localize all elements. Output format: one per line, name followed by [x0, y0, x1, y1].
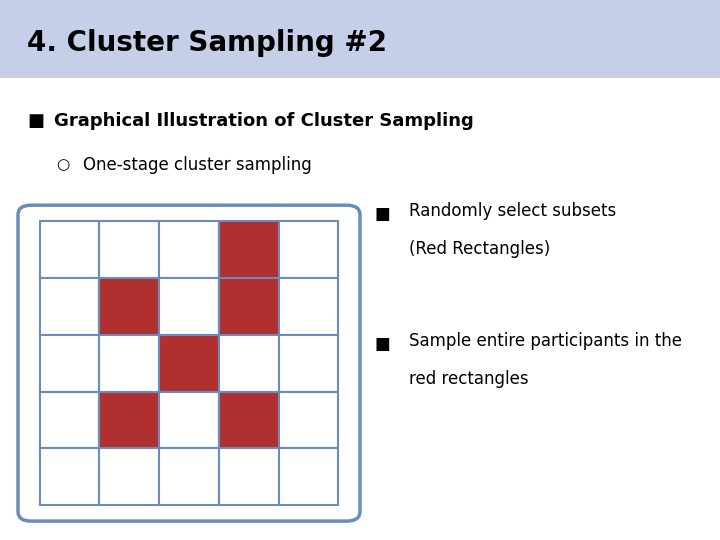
Text: Randomly select subsets: Randomly select subsets [409, 202, 616, 220]
Bar [159, 335, 219, 392]
Text: ■: ■ [27, 112, 45, 131]
Bar [219, 335, 279, 392]
Bar [219, 221, 279, 278]
Bar [219, 448, 279, 505]
Bar [279, 278, 338, 335]
Bar [279, 448, 338, 505]
Text: Graphical Illustration of Cluster Sampling: Graphical Illustration of Cluster Sampli… [54, 112, 474, 131]
Text: ■: ■ [374, 335, 390, 353]
Text: One-stage cluster sampling: One-stage cluster sampling [83, 156, 312, 174]
Text: ○: ○ [56, 157, 69, 172]
Bar [159, 221, 219, 278]
Bar [40, 335, 99, 392]
Bar [159, 392, 219, 448]
Bar [279, 392, 338, 448]
FancyBboxPatch shape [0, 0, 720, 78]
Bar [159, 448, 219, 505]
Bar [99, 278, 159, 335]
Bar [99, 335, 159, 392]
Text: ■: ■ [374, 205, 390, 223]
Bar [159, 278, 219, 335]
Bar [40, 448, 99, 505]
Bar [279, 221, 338, 278]
Text: 4. Cluster Sampling #2: 4. Cluster Sampling #2 [27, 29, 387, 57]
Bar [99, 392, 159, 448]
Bar [99, 221, 159, 278]
Bar [40, 221, 99, 278]
Bar [40, 392, 99, 448]
Text: (Red Rectangles): (Red Rectangles) [409, 240, 550, 258]
Text: red rectangles: red rectangles [409, 370, 528, 388]
Text: Sample entire participants in the: Sample entire participants in the [409, 332, 682, 350]
Bar [219, 278, 279, 335]
Bar [99, 448, 159, 505]
FancyBboxPatch shape [18, 205, 360, 521]
Bar [40, 278, 99, 335]
Bar [219, 392, 279, 448]
Bar [279, 335, 338, 392]
